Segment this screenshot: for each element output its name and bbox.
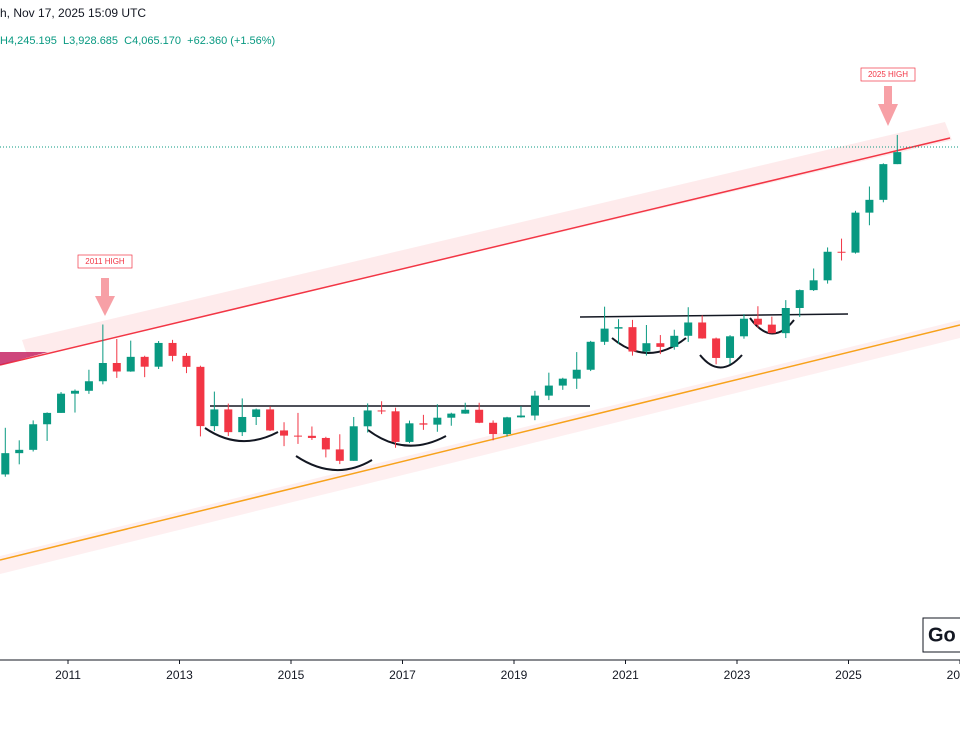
candle-body (126, 356, 135, 372)
candle-body (238, 416, 247, 433)
candle-body (15, 449, 24, 454)
candle-body (544, 385, 553, 396)
candle-body (753, 318, 762, 325)
candle-body (391, 411, 400, 442)
candle-body (84, 381, 93, 391)
candle-body (642, 343, 651, 352)
candle-body (112, 362, 121, 372)
x-tick-label: 2027 (947, 668, 960, 682)
annotation: 2011 HIGH (85, 257, 125, 266)
candle-body (196, 366, 205, 427)
candle-body (823, 251, 832, 281)
candle-body (461, 409, 470, 414)
candle-body (419, 423, 428, 425)
candle-body (1, 453, 10, 475)
x-tick-label: 2021 (612, 668, 639, 682)
candle-body (572, 369, 581, 379)
candle-body (70, 390, 79, 394)
candle-body (851, 212, 860, 253)
candle-body (893, 152, 902, 165)
x-tick-label: 2025 (835, 668, 862, 682)
candle-body (363, 410, 372, 427)
candle-body (698, 322, 707, 339)
candle-body (182, 355, 191, 367)
candle-body (628, 327, 637, 352)
candle-body (712, 338, 721, 358)
candle-body (447, 413, 456, 418)
candle-body (837, 251, 846, 253)
x-tick-label: 2015 (278, 668, 305, 682)
candle-body (767, 324, 776, 334)
candle-body (600, 328, 609, 342)
candle-body (266, 409, 275, 431)
resistance-line (0, 137, 951, 366)
candle-body (307, 435, 316, 438)
candle-body (726, 336, 735, 358)
candle-body (530, 395, 539, 416)
candle-body (489, 422, 498, 435)
candle-body (43, 412, 52, 425)
candle-body (29, 424, 38, 450)
x-tick-label: 2017 (389, 668, 416, 682)
annotation-box (77, 254, 133, 269)
candle-body (377, 410, 386, 412)
candle-body (210, 409, 219, 427)
ohlc-readout: H4,245.195 L3,928.685 C4,065.170 +62.360… (0, 35, 275, 47)
candle-body (433, 417, 442, 425)
candle-body (154, 342, 163, 367)
x-tick-label: 2011 (55, 668, 81, 682)
candle-body (684, 322, 693, 336)
neckline (579, 313, 849, 318)
logo-box (922, 617, 960, 653)
annotation: 2025 HIGH (868, 70, 908, 79)
candle-body (335, 449, 344, 461)
candle-body (280, 430, 289, 436)
candle-body (252, 409, 261, 417)
candle-body (475, 409, 484, 423)
candle-body (656, 343, 665, 347)
candle-body (57, 393, 66, 413)
candle-body (224, 409, 233, 433)
x-tick-label: 2013 (166, 668, 193, 682)
arrow (95, 278, 115, 316)
candle-body (405, 423, 414, 442)
candle-body (140, 356, 149, 367)
arrow (878, 86, 898, 126)
candle-body (809, 280, 818, 291)
candle-body (739, 318, 748, 337)
cup-patterns (204, 317, 795, 471)
candle-body (321, 437, 330, 450)
candle-body (349, 426, 358, 461)
candle-body (293, 435, 302, 437)
wedge (0, 352, 48, 365)
candle-body (586, 341, 595, 370)
header: h, Nov 17, 2025 15:09 UTC (0, 6, 146, 20)
candle-body (98, 362, 107, 382)
x-tick-label: 2019 (501, 668, 528, 682)
candle-body (614, 327, 623, 329)
logo: Go (928, 624, 956, 646)
candle-body (503, 417, 512, 435)
candle-body (879, 164, 888, 200)
candle-body (795, 290, 804, 309)
resistance-band (22, 122, 952, 358)
x-tick-label: 2023 (724, 668, 751, 682)
candle-body (168, 342, 177, 356)
candle-body (670, 335, 679, 347)
annotation-box (860, 67, 916, 82)
support-line (0, 324, 960, 561)
candle-body (516, 415, 525, 418)
candle-body (865, 199, 874, 213)
candle-body (558, 378, 567, 386)
candle-body (781, 308, 790, 334)
